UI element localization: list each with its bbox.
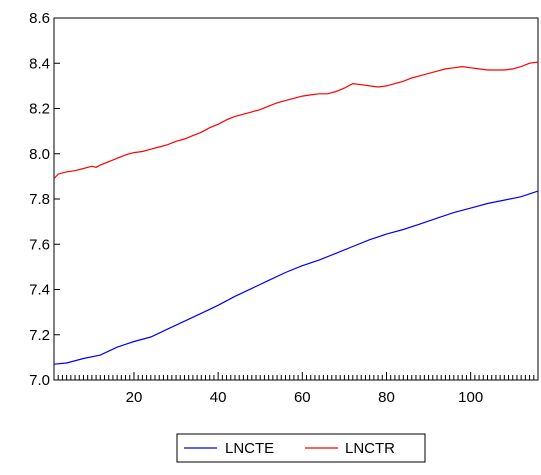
series-layer [53,61,539,365]
y-tick-label: 8.4 [29,55,50,72]
y-tick-label: 8.2 [29,101,50,118]
x-tick-label: 20 [126,389,143,406]
legend: LNCTE LNCTR [176,433,426,463]
series-line-lncte [53,190,539,365]
series-line-lnctr [53,61,539,180]
y-tick-label: 7.2 [29,327,50,344]
y-tick-label: 8.6 [29,10,50,27]
x-tick-label: 80 [378,389,395,406]
legend-label-lnctr: LNCTR [345,440,395,457]
x-tick-label: 60 [294,389,311,406]
x-tick-label: 100 [458,389,483,406]
plot-area [53,17,539,381]
y-tick-label: 7.0 [29,372,50,389]
y-tick-label: 8.0 [29,146,50,163]
y-tick-label: 7.6 [29,236,50,253]
y-tick-label: 7.4 [29,282,50,299]
y-axis: 7.0 7.2 7.4 7.6 7.8 8.0 8.2 8.4 8.6 [29,10,60,389]
legend-box [176,433,426,463]
x-tick-label: 40 [210,389,227,406]
y-tick-label: 7.8 [29,191,50,208]
x-axis: 20 40 60 80 100 [53,372,539,406]
legend-label-lncte: LNCTE [225,440,274,457]
